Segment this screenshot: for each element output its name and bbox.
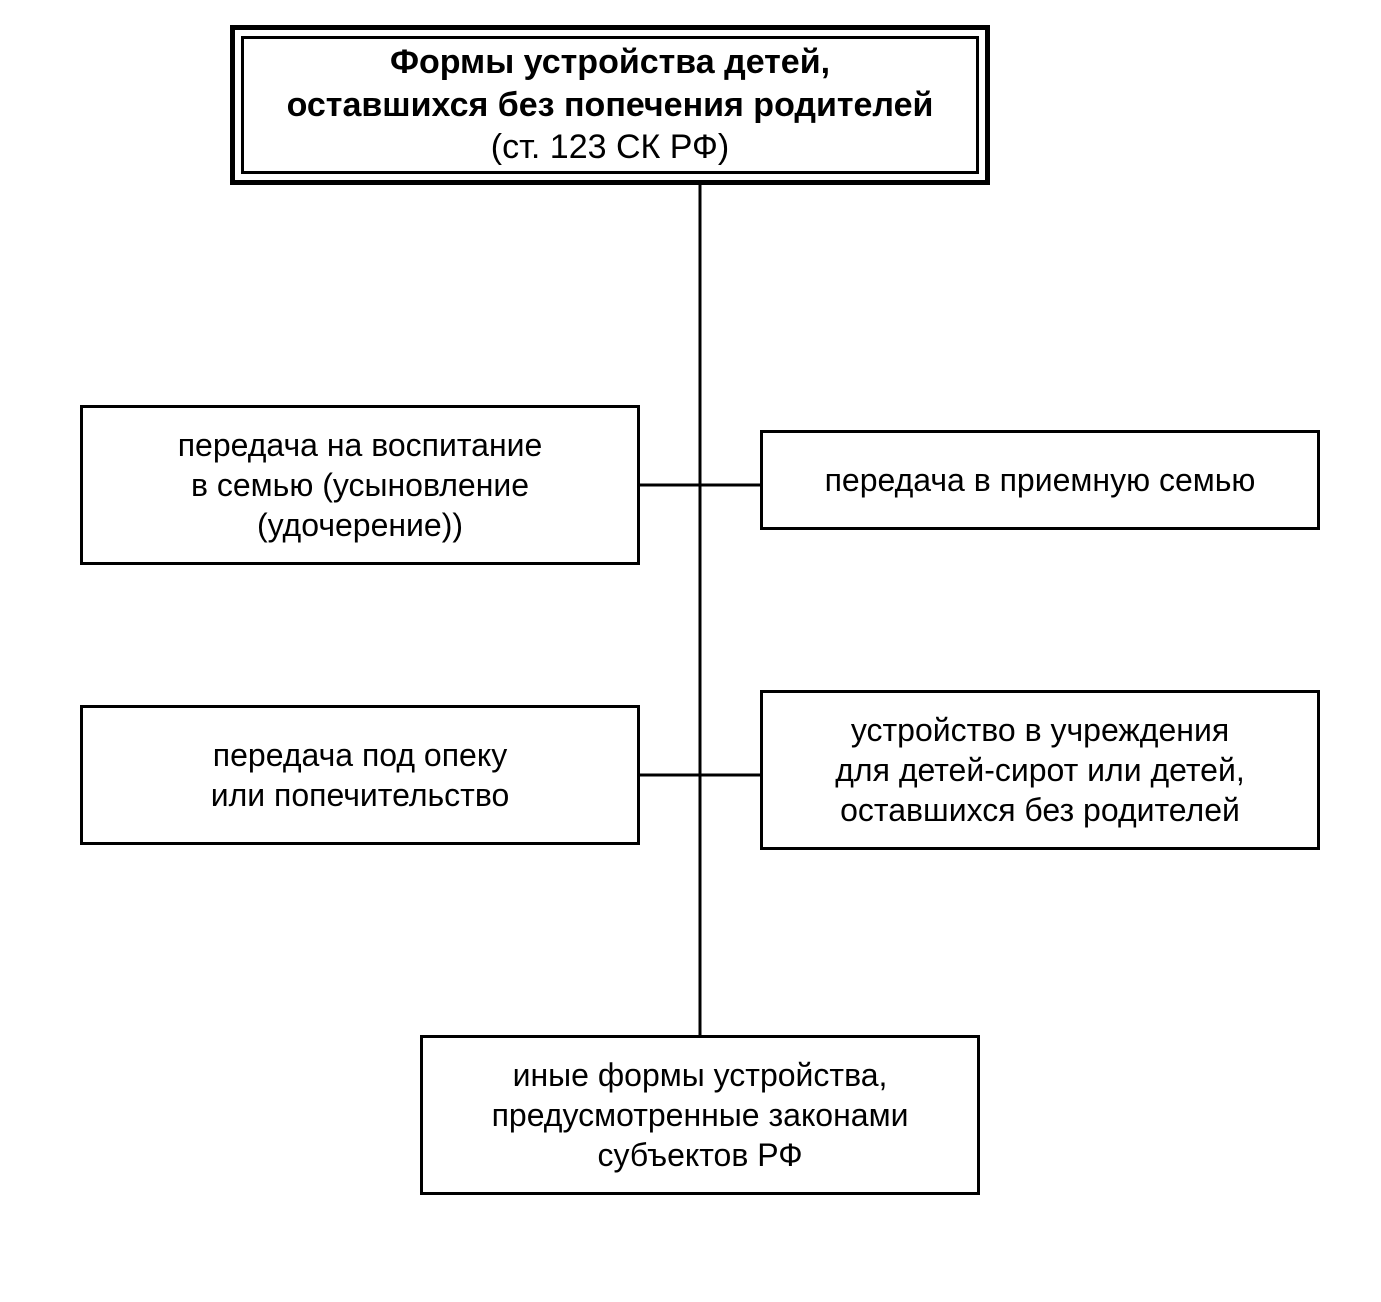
node-text-line: для детей-сирот или детей, [835, 750, 1244, 790]
node-text-line: передача на воспитание [178, 425, 543, 465]
node-adoption: передача на воспитаниев семью (усыновлен… [80, 405, 640, 565]
root-title-line1: Формы устройства детей, [390, 41, 830, 84]
node-text-line: оставшихся без родителей [840, 790, 1240, 830]
node-text-line: (удочерение)) [257, 505, 463, 545]
root-node-inner: Формы устройства детей, оставшихся без п… [241, 36, 979, 174]
root-subtitle: (ст. 123 СК РФ) [491, 126, 729, 169]
diagram-canvas: Формы устройства детей, оставшихся без п… [0, 0, 1381, 1302]
node-other-forms: иные формы устройства,предусмотренные за… [420, 1035, 980, 1195]
node-guardianship: передача под опекуили попечительство [80, 705, 640, 845]
node-institutions: устройство в учреждениядля детей-сирот и… [760, 690, 1320, 850]
node-text-line: устройство в учреждения [851, 710, 1229, 750]
node-text-line: субъектов РФ [597, 1135, 802, 1175]
root-title-line2: оставшихся без попечения родителей [287, 84, 934, 127]
node-text-line: передача в приемную семью [825, 460, 1256, 500]
node-text-line: передача под опеку [213, 735, 507, 775]
node-text-line: иные формы устройства, [513, 1055, 888, 1095]
node-text-line: или попечительство [211, 775, 510, 815]
root-node: Формы устройства детей, оставшихся без п… [230, 25, 990, 185]
node-text-line: в семью (усыновление [191, 465, 529, 505]
node-text-line: предусмотренные законами [492, 1095, 909, 1135]
node-foster-family: передача в приемную семью [760, 430, 1320, 530]
